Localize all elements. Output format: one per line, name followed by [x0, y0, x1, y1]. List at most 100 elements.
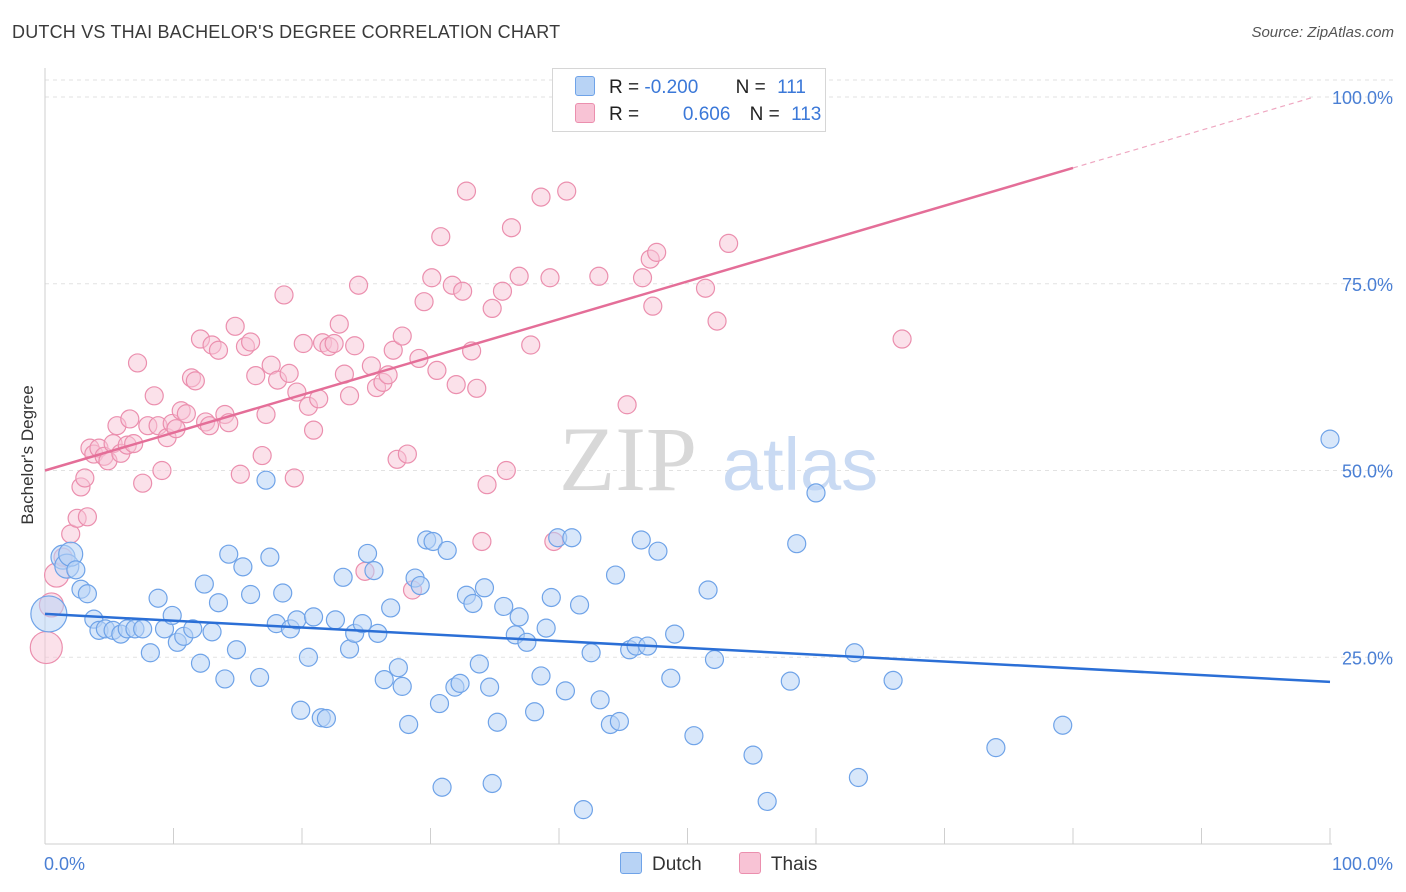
thai-point: [303, 420, 324, 440]
thai-point: [383, 340, 403, 360]
thai-point: [472, 531, 492, 552]
dutch-point: [399, 714, 419, 735]
dutch-point: [569, 595, 590, 615]
y-tick-label: 100.0%: [1332, 88, 1393, 108]
correlation-legend: R = -0.200 N = 111 R = 0.606 N = 113: [552, 68, 826, 132]
dutch-point: [183, 619, 203, 639]
dutch-point: [194, 574, 214, 594]
thai-point: [540, 268, 560, 288]
y-tick-label: 75.0%: [1342, 275, 1393, 295]
thai-point: [589, 266, 609, 286]
dutch-point: [787, 534, 807, 554]
legend-label-dutch: Dutch: [652, 854, 702, 875]
dutch-point: [66, 560, 86, 580]
x-tick-label-start: 0.0%: [44, 854, 85, 874]
x-tick-label-end: 100.0%: [1332, 854, 1393, 874]
y-tick-label: 50.0%: [1342, 462, 1393, 482]
legend-item-thai[interactable]: Thais: [738, 852, 817, 876]
thai-point: [252, 445, 272, 466]
thai-point: [456, 181, 477, 201]
legend-item-dutch[interactable]: Dutch: [620, 852, 702, 876]
thai-point: [339, 386, 360, 406]
thai-point: [892, 329, 912, 349]
legend-n-label: N =: [749, 104, 780, 125]
thai-point: [531, 187, 551, 207]
thai-point: [467, 378, 487, 398]
dutch-point: [325, 610, 346, 630]
y-tick-label: 25.0%: [1342, 648, 1393, 668]
dutch-point: [374, 670, 394, 690]
dutch-point: [432, 777, 452, 797]
dutch-point: [1320, 429, 1340, 449]
dutch-point: [661, 668, 681, 688]
thai-point: [477, 475, 497, 495]
dutch-point: [241, 584, 261, 605]
dutch-point: [450, 673, 470, 693]
thai-point: [496, 460, 516, 481]
dutch-point: [298, 647, 319, 667]
dutch-point: [364, 560, 384, 581]
dutch-point: [581, 643, 601, 663]
thai-point: [422, 268, 442, 288]
thai-point: [246, 366, 266, 386]
dutch-points: [30, 429, 1340, 820]
thai-point: [345, 336, 365, 356]
dutch-point: [368, 623, 388, 643]
dutch-point: [133, 619, 153, 639]
dutch-point: [381, 598, 401, 618]
dutch-point: [316, 708, 337, 729]
dutch-point: [536, 618, 556, 638]
dutch-point: [704, 649, 725, 670]
dutch-point: [190, 653, 211, 673]
dutch-point: [757, 791, 777, 812]
thai-point: [279, 363, 299, 383]
thai-point: [225, 316, 245, 336]
thai-point: [446, 374, 466, 395]
dutch-point: [469, 654, 489, 674]
chart-title: DUTCH VS THAI BACHELOR'S DEGREE CORRELAT…: [12, 22, 561, 42]
dutch-point: [437, 540, 457, 561]
dutch-point: [202, 622, 222, 642]
dutch-point: [463, 593, 483, 614]
dutch-point: [423, 531, 443, 552]
dutch-point: [148, 588, 168, 608]
dutch-point: [531, 666, 551, 686]
dutch-point: [291, 700, 311, 720]
thai-legend-swatch: [738, 852, 761, 874]
dutch-point: [256, 470, 276, 490]
thai-point: [482, 298, 502, 319]
dutch-point: [392, 676, 412, 696]
dutch-point: [487, 712, 507, 732]
thai-point: [274, 285, 294, 305]
dutch-point: [648, 541, 668, 561]
dutch-point: [780, 671, 800, 691]
thai-n-value: 113: [791, 104, 822, 125]
thai-point: [647, 242, 667, 262]
dutch-point: [429, 693, 450, 714]
thai-trend-line: [44, 166, 1074, 472]
thai-point: [695, 278, 716, 298]
thai-point: [329, 314, 349, 334]
dutch-point: [480, 677, 500, 697]
thai-point: [77, 507, 98, 527]
thai-swatch: [575, 103, 595, 123]
dutch-point: [517, 632, 537, 652]
dutch-swatch: [575, 76, 595, 96]
thai-point: [133, 473, 153, 493]
thai-point: [427, 360, 447, 381]
watermark: ZIP atlas: [559, 408, 878, 510]
thai-point: [632, 268, 653, 288]
thai-point: [144, 386, 164, 406]
thai-point: [431, 227, 451, 247]
thai-point: [643, 296, 663, 316]
legend-row-thai: R = 0.606 N = 113: [575, 103, 821, 125]
thai-point: [176, 404, 196, 424]
thai-point: [75, 468, 95, 488]
trend-lines: [44, 96, 1331, 684]
dutch-point: [215, 669, 235, 689]
dutch-point: [77, 584, 98, 604]
thai-point: [127, 353, 148, 373]
dutch-point: [410, 575, 430, 596]
dutch-point: [1053, 715, 1073, 735]
dutch-point: [219, 544, 239, 564]
